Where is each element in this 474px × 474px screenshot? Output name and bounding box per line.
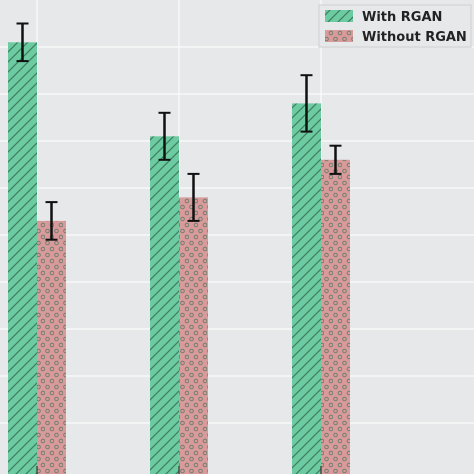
legend-label-without-rgan: Without RGAN	[362, 30, 467, 45]
legend-swatch-without-rgan	[325, 30, 353, 42]
bar-with-rgan-1	[150, 136, 179, 474]
legend-label-with-rgan: With RGAN	[362, 10, 442, 25]
bar-without-rgan-0	[37, 220, 66, 474]
error-bars	[16, 22, 342, 241]
bar-with-rgan-0	[8, 42, 37, 474]
x-ticks	[36, 466, 322, 474]
bar-without-rgan-2	[321, 159, 350, 474]
bars	[8, 42, 350, 474]
bar-with-rgan-2	[292, 103, 321, 474]
legend: With RGAN Without RGAN	[318, 4, 472, 48]
bar-without-rgan-1	[179, 197, 208, 474]
legend-swatch-with-rgan	[325, 10, 353, 22]
